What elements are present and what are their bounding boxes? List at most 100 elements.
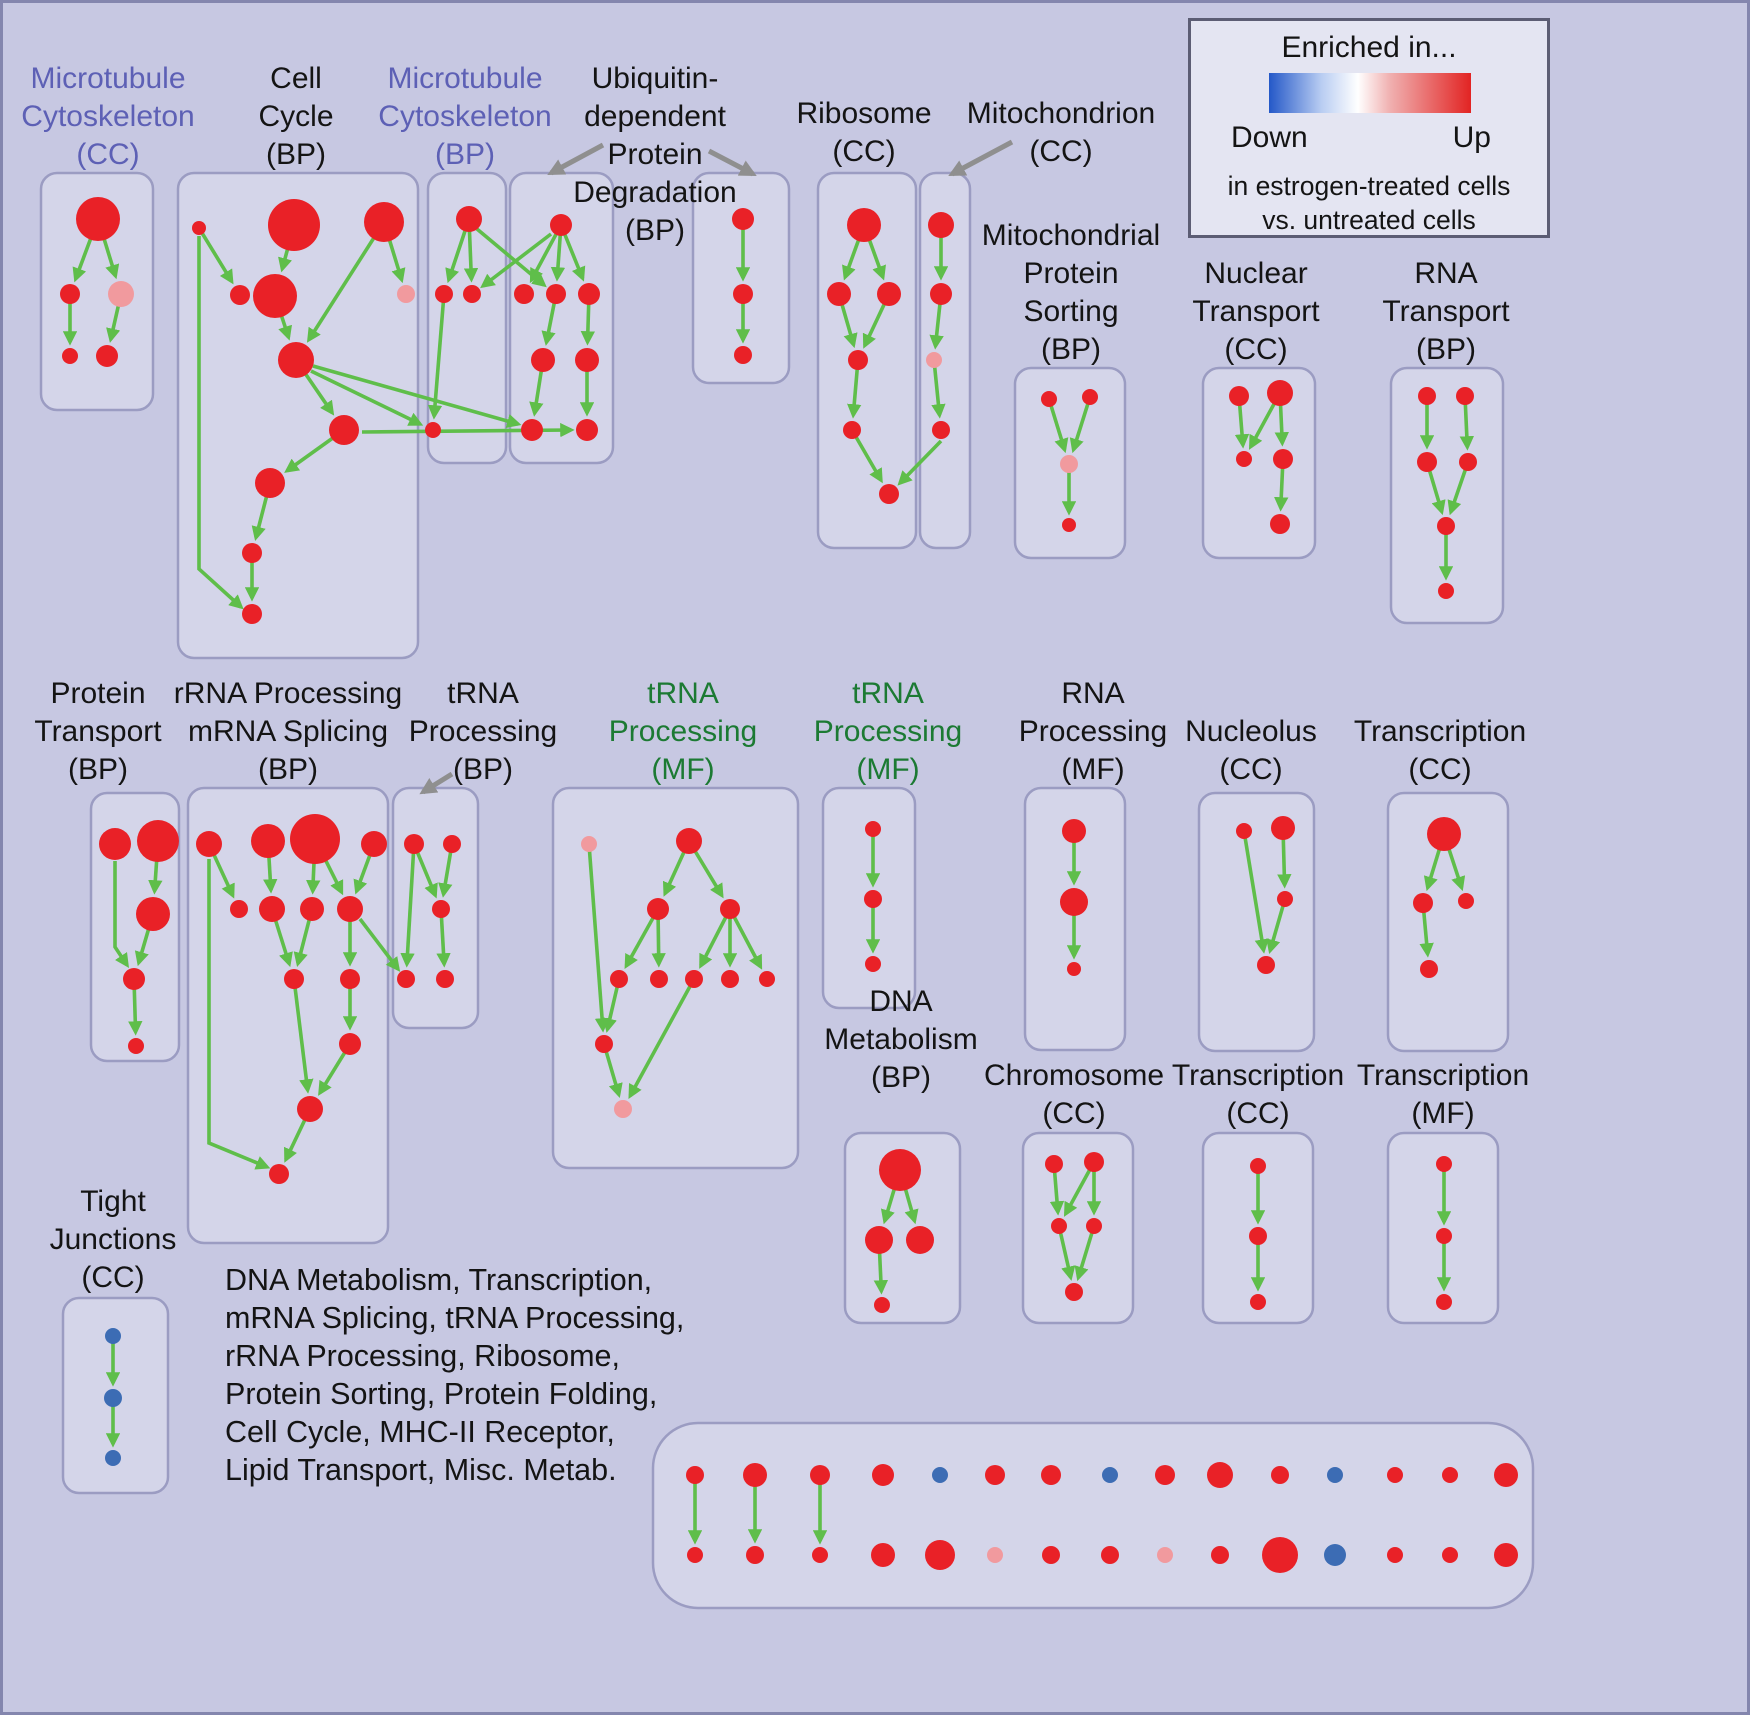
go-term-node (1155, 1465, 1175, 1485)
go-term-node (1062, 518, 1076, 532)
go-term-node (827, 282, 851, 306)
go-term-node (925, 1540, 955, 1570)
cluster-label-transcription-mf: Transcription (MF) (1357, 1059, 1529, 1130)
go-term-node (1084, 1152, 1104, 1172)
cluster-box-transcription-mf (1386, 1131, 1500, 1325)
go-edge (728, 908, 763, 970)
go-term-node (1082, 389, 1098, 405)
go-term-node (1418, 387, 1436, 405)
go-term-node (1387, 1547, 1403, 1563)
cluster-box-mitochondrion-cc (918, 171, 972, 550)
cluster-label-microtubule-cytoskeleton-bp: Microtubule Cytoskeleton (BP) (378, 62, 551, 171)
go-edge (292, 978, 314, 1094)
go-term-node (1041, 1465, 1061, 1485)
go-term-node (300, 897, 324, 921)
go-term-node (268, 199, 320, 251)
go-term-node (1494, 1463, 1518, 1487)
go-term-node (650, 970, 668, 988)
go-term-node (1459, 453, 1477, 471)
go-term-node (432, 900, 450, 918)
go-edge (1074, 1225, 1096, 1282)
go-term-node (732, 208, 754, 230)
go-term-node (743, 1463, 767, 1487)
go-term-node (435, 285, 453, 303)
go-term-node (531, 348, 555, 372)
go-edge (306, 221, 386, 343)
go-term-node (60, 284, 80, 304)
go-term-node (230, 900, 248, 918)
go-term-node (463, 285, 481, 303)
go-term-node (1458, 893, 1474, 909)
go-term-node (196, 831, 222, 857)
go-term-node (1427, 817, 1461, 851)
go-term-node (1042, 1546, 1060, 1564)
go-term-node (874, 1297, 890, 1313)
go-term-node (932, 1467, 948, 1483)
go-term-node (404, 834, 424, 854)
go-term-node (1494, 1543, 1518, 1567)
go-term-node (720, 899, 740, 919)
legend-gradient-bar (1269, 73, 1471, 113)
go-term-node (721, 970, 739, 988)
go-term-node (864, 890, 882, 908)
cluster-label-cell-cycle-bp: Cell Cycle (BP) (258, 62, 333, 171)
go-term-node (810, 1465, 830, 1485)
go-term-node (1086, 1218, 1102, 1234)
go-term-node (985, 1465, 1005, 1485)
go-term-node (1101, 1546, 1119, 1564)
go-term-node (879, 1149, 921, 1191)
go-edge (197, 227, 234, 285)
go-term-node (255, 468, 285, 498)
cluster-label-protein-transport-bp: Protein Transport (BP) (34, 677, 162, 786)
go-term-node (1207, 1462, 1233, 1488)
cluster-label-trna-processing-mf-right: tRNA Processing (MF) (814, 677, 962, 786)
go-term-node (865, 821, 881, 837)
mixed-cluster-caption: DNA Metabolism, Transcription, mRNA Spli… (225, 1263, 685, 1487)
go-term-node (192, 221, 206, 235)
go-term-node (734, 346, 752, 364)
go-term-node (1041, 391, 1057, 407)
go-edge (436, 908, 451, 968)
cluster-label-ubiquitin-dependent-protein-degradation-bp: Ubiquitin-dependent Protein Degradation (BP… (573, 62, 736, 247)
go-term-node (290, 814, 340, 864)
go-term-node (1324, 1544, 1346, 1566)
cluster-box-chromosome-cc (1021, 1131, 1135, 1325)
go-edge (1266, 898, 1287, 955)
cluster-label-mitochondrial-protein-sorting-bp: Mitochondrial Protein Sorting (BP) (982, 219, 1160, 366)
go-term-node (337, 896, 363, 922)
go-term-node (926, 352, 942, 368)
go-cross-edge (113, 861, 129, 968)
go-term-node (865, 1226, 893, 1254)
go-term-node (733, 284, 753, 304)
go-term-node (550, 214, 572, 236)
go-term-node (595, 1035, 613, 1053)
go-term-node (575, 348, 599, 372)
go-edge (1057, 1225, 1076, 1281)
cluster-label-ribosome-cc: Ribosome (CC) (796, 97, 931, 168)
go-term-node (1062, 819, 1086, 843)
go-term-node (242, 604, 262, 624)
go-term-node (1327, 1467, 1343, 1483)
go-term-node (297, 1096, 323, 1122)
go-term-node (105, 1450, 121, 1466)
go-term-node (843, 421, 861, 439)
go-term-node (278, 342, 314, 378)
go-term-node (865, 956, 881, 972)
go-term-node (137, 820, 179, 862)
go-edge (1242, 830, 1269, 954)
go-term-node (251, 824, 285, 858)
go-term-node (1387, 1467, 1403, 1483)
go-edge (1047, 398, 1069, 454)
cluster-box-mixed-functions (651, 1421, 1535, 1610)
go-term-node (96, 345, 118, 367)
go-term-node (436, 970, 454, 988)
go-term-node (253, 274, 297, 318)
go-edge (699, 908, 732, 969)
nodes-layer (60, 197, 1518, 1573)
legend-up-label: Up (1452, 121, 1491, 154)
go-term-node (76, 197, 120, 241)
legend-endpoint-labels: Down Up (1191, 121, 1547, 155)
go-edge (850, 429, 883, 484)
go-edge (1069, 396, 1092, 454)
